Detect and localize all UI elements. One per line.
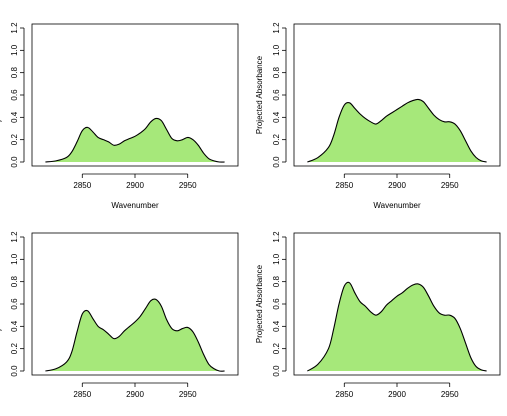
y-tick-label: 1.0	[272, 253, 281, 265]
x-axis-title: Wavenumber	[373, 201, 421, 210]
x-tick-label: 2850	[335, 181, 353, 190]
y-tick-label: 1.0	[10, 44, 19, 56]
y-tick-label: 0.4	[10, 320, 19, 332]
x-tick-label: 2950	[441, 181, 459, 190]
x-tick-label: 2900	[126, 390, 144, 399]
y-tick-label: 1.2	[272, 22, 281, 34]
y-tick-label: 0.0	[10, 156, 19, 168]
y-axis-title: Projected Absorbance	[0, 264, 2, 343]
absorbance-line	[45, 298, 225, 372]
absorbance-line	[307, 98, 487, 163]
y-tick-label: 0.6	[10, 298, 19, 310]
y-axis-title: Projected Absorbance	[255, 55, 264, 134]
area-fill	[307, 282, 487, 371]
y-tick-label: 0.4	[272, 111, 281, 123]
absorbance-line	[45, 117, 225, 163]
y-tick-label: 0.8	[10, 276, 19, 288]
x-tick-label: 2850	[335, 390, 353, 399]
y-tick-label: 1.2	[10, 22, 19, 34]
panel-bottom-left: 0.00.20.40.60.81.01.2285029002950Wavenum…	[0, 231, 239, 416]
plot-frame	[293, 232, 501, 376]
x-tick-label: 2900	[388, 181, 406, 190]
x-tick-label: 2850	[73, 181, 91, 190]
absorbance-line	[307, 281, 487, 372]
area-fill	[45, 118, 225, 163]
y-tick-label: 0.2	[272, 343, 281, 355]
y-tick-label: 0.2	[272, 134, 281, 146]
y-tick-label: 0.0	[272, 156, 281, 168]
y-tick-label: 0.4	[10, 111, 19, 123]
y-tick-label: 0.2	[10, 343, 19, 355]
y-tick-label: 1.2	[272, 231, 281, 243]
y-tick-label: 1.2	[10, 231, 19, 243]
y-tick-label: 0.6	[272, 89, 281, 101]
panel-bottom-right: 0.00.20.40.60.81.01.2285029002950Wavenum…	[255, 231, 501, 416]
y-tick-label: 0.8	[272, 276, 281, 288]
x-axis-title: Wavenumber	[111, 201, 159, 210]
panel-top-right: 0.0 0.2 0.4 0.6 0.8 1.0 1.2 2850 2900 2950 Wavenum…	[255, 22, 501, 210]
y-tick-label: 0.8	[10, 67, 19, 79]
y-tick-label: 0.2	[10, 134, 19, 146]
y-tick-label: 0.6	[272, 298, 281, 310]
plot-frame	[293, 23, 501, 167]
y-axis-title: Projected Absorbance	[0, 55, 2, 134]
x-tick-label: 2850	[73, 390, 91, 399]
y-tick-label: 0.4	[272, 320, 281, 332]
x-tick-label: 2900	[388, 390, 406, 399]
plot-frame	[31, 23, 239, 167]
x-tick-label: 2950	[179, 181, 197, 190]
y-tick-label: 0.0	[272, 365, 281, 377]
y-tick-label: 0.8	[272, 67, 281, 79]
y-tick-label: 1.0	[272, 44, 281, 56]
plot-frame	[31, 232, 239, 376]
y-axis-title: Projected Absorbance	[255, 264, 264, 343]
x-tick-label: 2900	[126, 181, 144, 190]
x-tick-label: 2950	[441, 390, 459, 399]
y-tick-label: 0.6	[10, 89, 19, 101]
y-tick-label: 1.0	[10, 253, 19, 265]
y-tick-label: 0.0	[10, 365, 19, 377]
x-tick-label: 2950	[179, 390, 197, 399]
area-fill	[307, 99, 487, 162]
area-fill	[45, 299, 225, 372]
panel-top-left: 0.0 0.2 0.4 0.6 0.8 1.0 1.2 2850 2900 2950 Wavenum…	[0, 22, 239, 210]
